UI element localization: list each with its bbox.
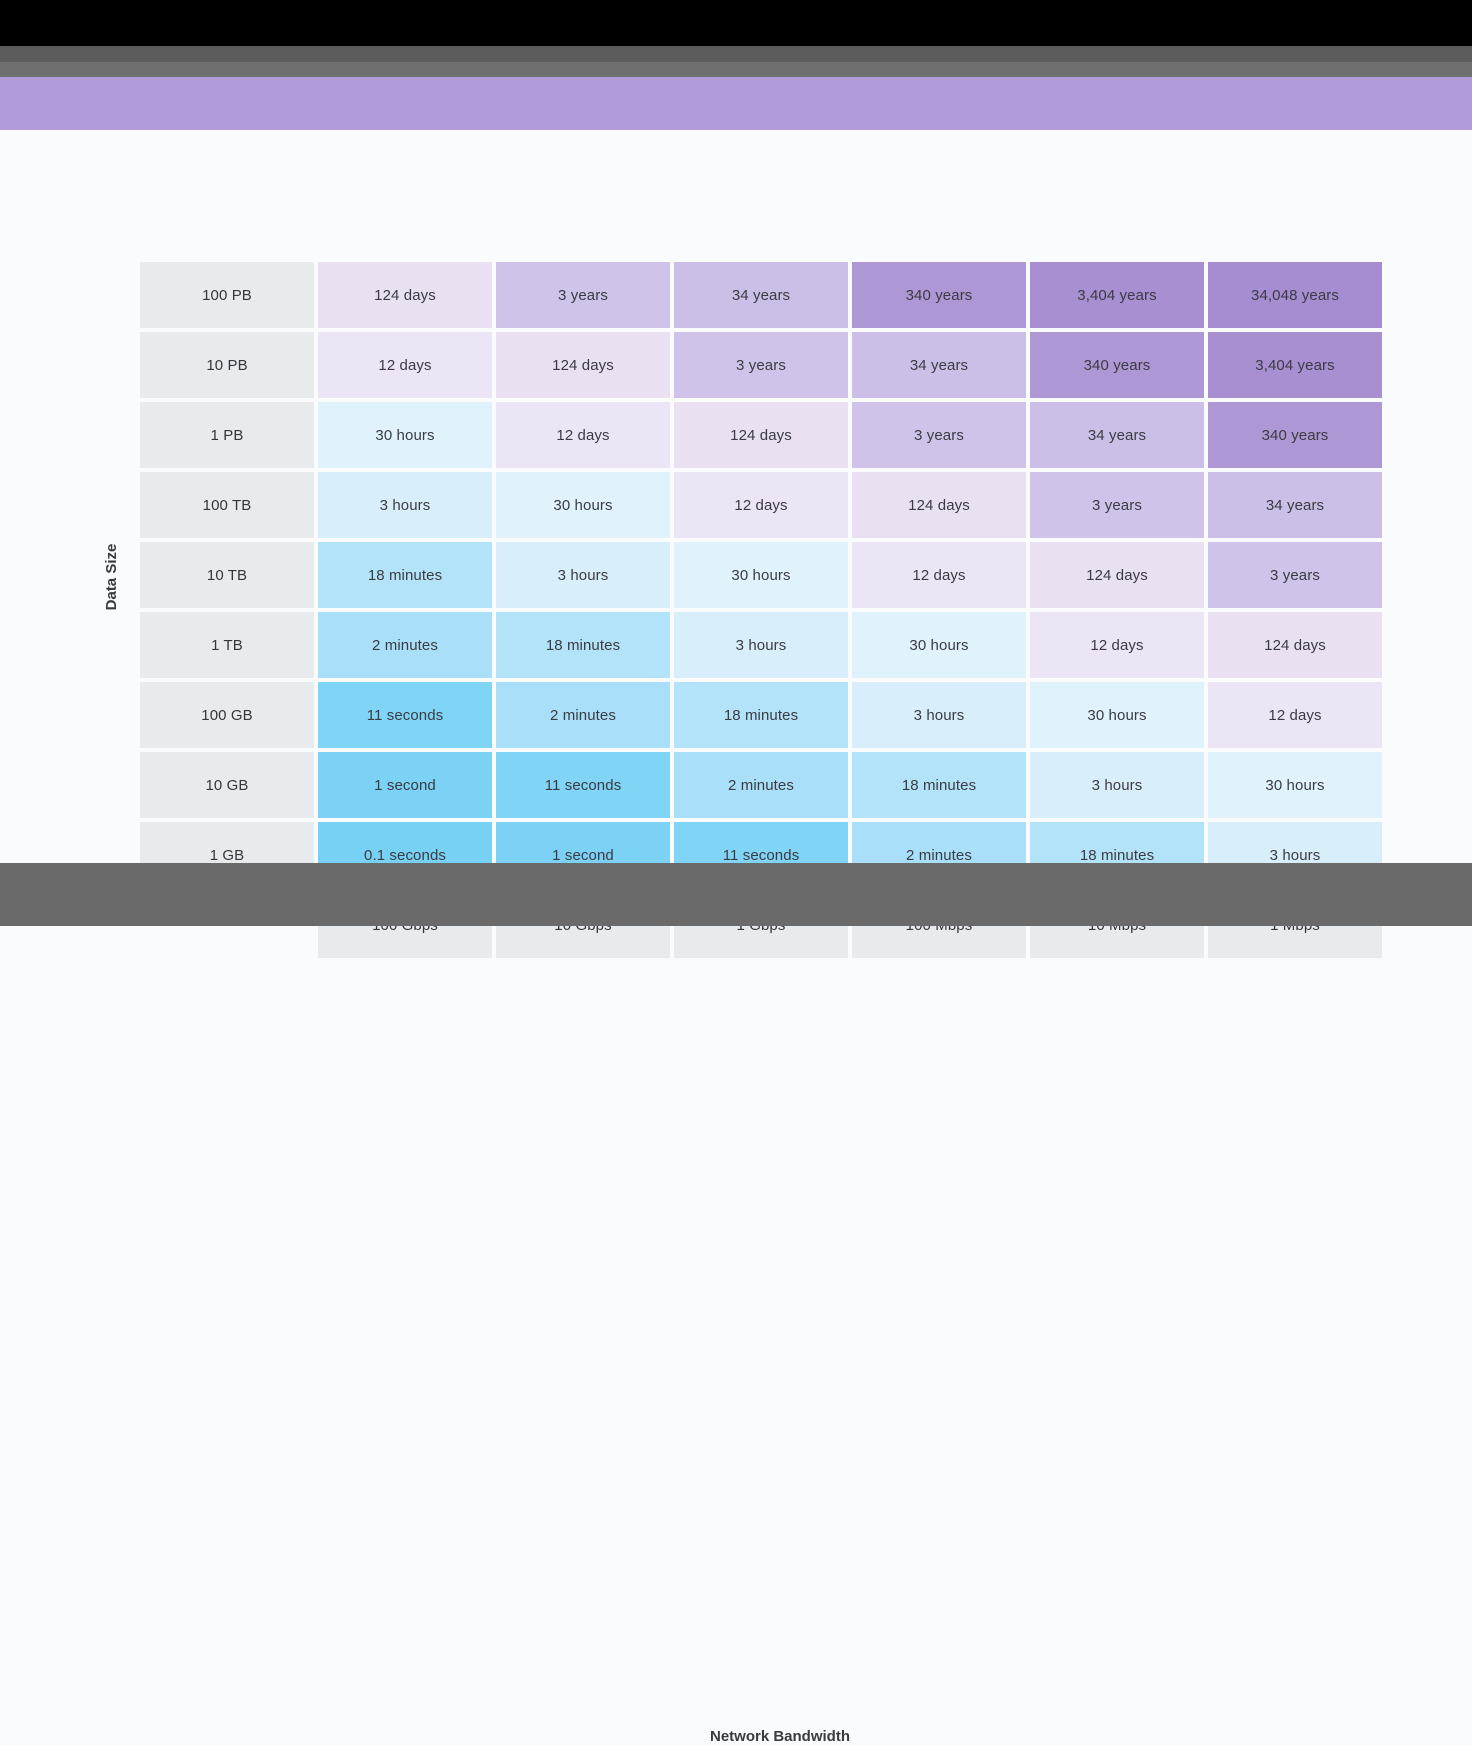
- window-title-bar: [0, 0, 1472, 46]
- chart-canvas: 100 PB 124 days 3 years 34 years 340 years 3,…: [0, 130, 1472, 958]
- table-cell: 30 hours: [1030, 682, 1204, 748]
- table-cell: 18 minutes: [674, 682, 848, 748]
- table-cell: 30 hours: [318, 402, 492, 468]
- table-cell: 124 days: [496, 332, 670, 398]
- x-axis-label: Network Bandwidth: [710, 1728, 851, 1745]
- table-cell: 3 years: [496, 262, 670, 328]
- table-cell: 124 days: [852, 472, 1026, 538]
- table-cell: 18 minutes: [318, 542, 492, 608]
- table-cell: 3 hours: [852, 682, 1026, 748]
- toolbar-upper: Key:: [0, 46, 1472, 105]
- table-cell: 3 years: [674, 332, 848, 398]
- table-cell: 124 days: [318, 262, 492, 328]
- table-cell: 12 days: [852, 542, 1026, 608]
- table-cell: 3 years: [1208, 542, 1382, 608]
- table-cell: 34 years: [1030, 402, 1204, 468]
- row-label: 10 PB: [140, 332, 314, 398]
- table-cell: 3,404 years: [1030, 262, 1204, 328]
- table-cell: 12 days: [496, 402, 670, 468]
- table-cell: 3 hours: [318, 472, 492, 538]
- row-label: 1 TB: [140, 612, 314, 678]
- table-cell: 30 hours: [852, 612, 1026, 678]
- toolbar-lower: [0, 62, 1472, 77]
- row-label: 10 GB: [140, 752, 314, 818]
- table-cell: 11 seconds: [496, 752, 670, 818]
- table-cell: 34 years: [674, 262, 848, 328]
- table-cell: 2 minutes: [674, 752, 848, 818]
- table-cell: 3 hours: [674, 612, 848, 678]
- row-label: 100 PB: [140, 262, 314, 328]
- y-axis-label-wrap: Data Size: [76, 542, 146, 612]
- table-cell: 18 minutes: [852, 752, 1026, 818]
- bottom-status-bar: Network Bandwidth: [0, 863, 1472, 1745]
- table-cell: 124 days: [1208, 612, 1382, 678]
- table-cell: 30 hours: [496, 472, 670, 538]
- table-cell: 3 years: [852, 402, 1026, 468]
- table-cell: 34 years: [1208, 472, 1382, 538]
- table-cell: 3 hours: [496, 542, 670, 608]
- row-label: 1 PB: [140, 402, 314, 468]
- table-cell: 340 years: [1030, 332, 1204, 398]
- table-cell: 3,404 years: [1208, 332, 1382, 398]
- table-cell: 30 hours: [1208, 752, 1382, 818]
- table-cell: 2 minutes: [318, 612, 492, 678]
- table-cell: 12 days: [318, 332, 492, 398]
- table-cell: 340 years: [1208, 402, 1382, 468]
- table-cell: 340 years: [852, 262, 1026, 328]
- row-label: 10 TB: [140, 542, 314, 608]
- table-cell: 11 seconds: [318, 682, 492, 748]
- table-cell: 12 days: [674, 472, 848, 538]
- row-label: 100 TB: [140, 472, 314, 538]
- table-cell: 3 hours: [1030, 752, 1204, 818]
- table-cell: 3 years: [1030, 472, 1204, 538]
- table-cell: 1 second: [318, 752, 492, 818]
- row-label: 100 GB: [140, 682, 314, 748]
- table-cell: 18 minutes: [496, 612, 670, 678]
- table-cell: 124 days: [1030, 542, 1204, 608]
- table-cell: 12 days: [1208, 682, 1382, 748]
- y-axis-label: Data Size: [102, 543, 120, 611]
- table-cell: 34,048 years: [1208, 262, 1382, 328]
- table-cell: 2 minutes: [496, 682, 670, 748]
- table-cell: 124 days: [674, 402, 848, 468]
- table-cell: 12 days: [1030, 612, 1204, 678]
- header-band: [0, 77, 1472, 178]
- table-cell: 34 years: [852, 332, 1026, 398]
- table-cell: 30 hours: [674, 542, 848, 608]
- heatmap-grid: 100 PB 124 days 3 years 34 years 340 years 3,…: [140, 262, 1382, 958]
